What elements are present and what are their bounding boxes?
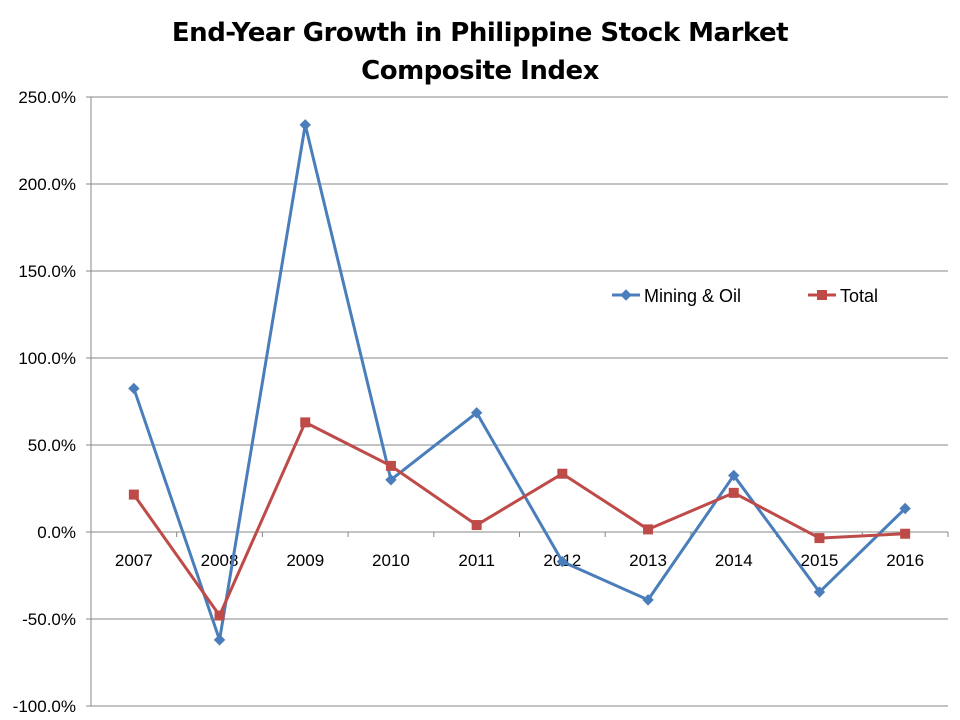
legend: Mining & Oil Total [612,286,878,306]
legend-item-1: Mining & Oil [612,286,741,306]
y-tick-labels: 250.0% 200.0% 150.0% 100.0% 50.0% 0.0% -50.0% -… [13,88,76,716]
data-point [470,407,483,419]
series-line [132,123,907,642]
data-point [128,489,139,500]
data-point [900,528,911,539]
data-point [642,594,654,606]
y-tick-label: -50.0% [22,610,76,629]
y-tick-label: 150.0% [18,262,76,281]
y-tick-label: -100.0% [13,697,76,716]
data-point [814,533,825,544]
series-2 [128,417,911,621]
x-tick-label: 2015 [801,551,839,570]
chart-title-line-2: Composite Index [361,56,599,86]
x-tick-label: 2010 [372,551,410,570]
data-point [213,634,226,646]
data-point [728,469,740,482]
data-point [300,417,311,428]
data-point [128,382,140,395]
x-tick-label: 2007 [115,551,153,570]
y-tick-label: 200.0% [18,175,76,194]
gridlines [91,96,948,707]
x-tick-label: 2013 [629,551,667,570]
data-point [728,487,739,498]
legend-swatch-marker [620,289,632,301]
data-point [643,524,654,535]
x-tick-label: 2016 [886,551,924,570]
y-tick-label: 100.0% [18,349,76,368]
series-layer [128,119,911,646]
series-1 [128,119,911,646]
legend-label: Mining & Oil [644,286,741,306]
chart-title: End-Year Growth in Philippine Stock Mark… [0,14,960,90]
chart-title-line-1: End-Year Growth in Philippine Stock Mark… [171,18,789,48]
data-point [556,555,569,568]
data-point [299,119,311,131]
x-tick-label: 2014 [715,551,753,570]
x-tick-label: 2011 [458,551,495,570]
legend-label: Total [840,286,878,306]
data-point [813,586,826,598]
series-line [132,420,906,618]
data-point [899,502,911,515]
legend-swatch-marker [817,290,827,300]
y-tick-label: 50.0% [28,436,76,455]
x-tick-label: 2009 [286,551,324,570]
data-point [385,474,397,486]
data-point [385,460,396,471]
data-point [557,468,568,479]
x-tick-label: 2008 [201,551,239,570]
data-point [214,610,225,621]
y-tick-label: 0.0% [37,523,76,542]
legend-item-2: Total [808,286,878,306]
data-point [471,520,482,531]
x-tick-labels: 2007200820092010201120122013201420152016 [115,551,924,570]
y-tick-label: 250.0% [18,88,76,107]
